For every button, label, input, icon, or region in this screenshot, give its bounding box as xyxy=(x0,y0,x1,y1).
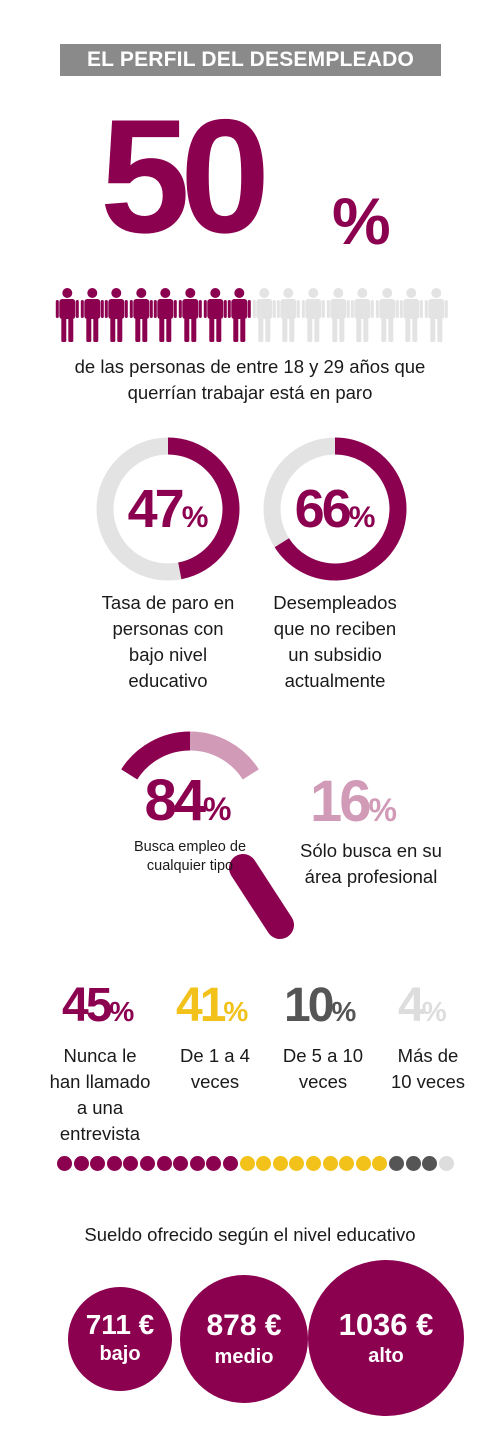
interview-stat-1-4: 41% xyxy=(176,979,249,1032)
dot-marker xyxy=(123,1156,139,1171)
dot-marker xyxy=(140,1156,155,1171)
dot-marker xyxy=(173,1156,189,1171)
dot-marker xyxy=(339,1156,355,1171)
dot-marker xyxy=(322,1156,338,1171)
interview-stat-5-10: 10% xyxy=(284,979,357,1032)
hero-description: de las personas de entre 18 y 29 años qu… xyxy=(74,356,426,403)
person-icon xyxy=(375,288,399,342)
salary-title: Sueldo ofrecido según el nivel educativo xyxy=(84,1224,416,1245)
interview-dot-bar xyxy=(57,1156,457,1174)
dot-marker xyxy=(372,1156,388,1171)
hero-percent-sign: % xyxy=(332,184,391,258)
dot-marker xyxy=(289,1156,305,1171)
interview-stat-never: 45% xyxy=(62,979,135,1032)
dot-marker xyxy=(90,1156,106,1171)
interview-stat-more-10: 4% xyxy=(398,979,447,1032)
salary-circle-low: 711 € bajo xyxy=(68,1287,172,1391)
person-icon xyxy=(55,288,79,342)
search-side-percentage: 16% xyxy=(310,769,397,834)
search-main-percentage: 84% xyxy=(144,768,232,833)
people-pictogram xyxy=(55,287,455,343)
dot-marker xyxy=(239,1156,255,1171)
dot-marker xyxy=(422,1156,438,1171)
person-icon xyxy=(129,288,153,342)
ring-percentage: 66% xyxy=(294,479,376,539)
dot-marker xyxy=(438,1156,454,1171)
hero-percentage: 50 xyxy=(100,86,270,267)
ring-chart-low-education xyxy=(96,437,240,581)
person-icon xyxy=(326,288,350,342)
search-main-label: Busca empleo de cualquier tipo xyxy=(133,839,247,874)
person-icon xyxy=(178,288,202,342)
person-icon xyxy=(203,288,227,342)
search-side-label: Sólo busca en su área profesional xyxy=(300,840,442,887)
person-icon xyxy=(252,288,276,342)
dot-marker xyxy=(389,1156,404,1171)
interview-label-more-10: Más de 10 veces xyxy=(390,1045,466,1092)
dot-marker xyxy=(206,1156,222,1171)
dot-marker xyxy=(156,1156,172,1171)
person-icon xyxy=(350,288,374,342)
dot-marker xyxy=(73,1156,89,1171)
ring-percentage: 47% xyxy=(127,479,209,539)
ring-value-arc xyxy=(167,437,240,580)
salary-circle-high: 1036 € alto xyxy=(308,1260,464,1416)
dot-marker xyxy=(106,1156,122,1171)
person-icon xyxy=(104,288,128,342)
interview-label-1-4: De 1 a 4 veces xyxy=(180,1045,250,1092)
magnifier-handle xyxy=(229,854,294,939)
person-icon xyxy=(301,288,325,342)
magnifier-side-arc xyxy=(189,731,259,780)
dot-marker xyxy=(355,1156,371,1171)
page-title: EL PERFIL DEL DESEMPLEADO xyxy=(60,44,441,76)
person-icon xyxy=(227,288,251,342)
magnifying-glass-icon xyxy=(121,731,294,939)
dot-marker xyxy=(57,1156,72,1171)
ring-value-arc xyxy=(274,437,407,581)
person-icon xyxy=(80,288,104,342)
dot-marker xyxy=(405,1156,421,1171)
dot-marker xyxy=(223,1156,238,1171)
dot-marker xyxy=(306,1156,321,1171)
interview-label-never: Nunca le han llamado a una entrevista xyxy=(49,1045,151,1144)
salary-circle-medium: 878 € medio xyxy=(180,1275,308,1403)
ring-label: Desempleados que no reciben un subsidio … xyxy=(273,592,397,691)
dot-marker xyxy=(256,1156,272,1171)
interview-label-5-10: De 5 a 10 veces xyxy=(282,1045,364,1092)
magnifier-main-arc xyxy=(121,731,191,780)
ring-chart-no-subsidy xyxy=(263,437,407,581)
person-icon xyxy=(154,288,178,342)
person-icon xyxy=(277,288,301,342)
ring-label: Tasa de paro en personas con bajo nivel … xyxy=(101,592,235,691)
dot-marker xyxy=(272,1156,288,1171)
dot-marker xyxy=(189,1156,205,1171)
person-icon xyxy=(400,288,424,342)
person-icon xyxy=(424,288,448,342)
